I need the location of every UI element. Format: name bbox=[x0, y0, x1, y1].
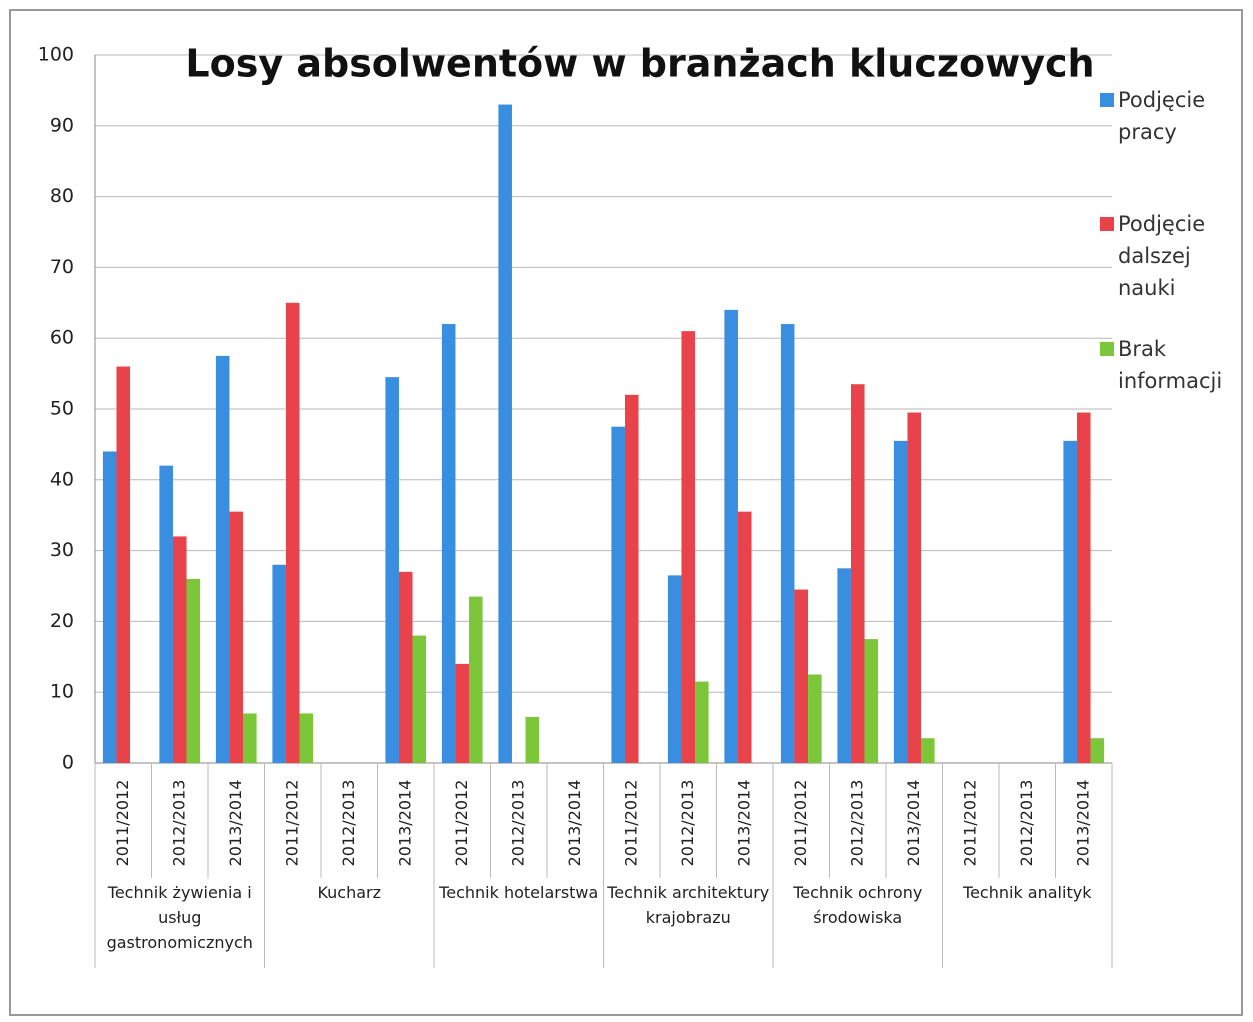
y-tick-label: 0 bbox=[62, 752, 74, 774]
group-label-box: Technik ochrony środowiska bbox=[793, 883, 923, 927]
bar bbox=[272, 564, 286, 763]
bar bbox=[611, 426, 625, 763]
bar bbox=[921, 738, 935, 763]
chart-title: Losy absolwentów w branżach kluczowych bbox=[185, 42, 1094, 86]
bar bbox=[1076, 412, 1091, 763]
y-tick-label: 10 bbox=[50, 681, 74, 703]
bar bbox=[172, 536, 187, 763]
x-tick-label: 2012/2013 bbox=[1017, 780, 1036, 867]
y-tick-label: 100 bbox=[38, 44, 74, 66]
x-tick-label: 2013/2014 bbox=[904, 780, 923, 867]
bar bbox=[695, 681, 709, 763]
bar bbox=[525, 716, 540, 763]
bar bbox=[455, 663, 470, 763]
x-tick-label: 2012/2013 bbox=[339, 780, 358, 867]
bar bbox=[186, 578, 201, 763]
legend-label-box: Podjęcie dalszej nauki bbox=[1118, 212, 1206, 300]
bar bbox=[794, 589, 809, 763]
bar bbox=[780, 324, 795, 763]
grid bbox=[94, 54, 1113, 968]
bars bbox=[102, 104, 1105, 763]
x-tick-label: 2011/2012 bbox=[621, 780, 640, 867]
bar bbox=[243, 713, 257, 763]
bar bbox=[215, 355, 230, 763]
x-tick-label: 2013/2014 bbox=[1073, 780, 1092, 867]
group-label-box: Technik żywienia i usług gastronomicznyc… bbox=[106, 883, 253, 952]
x-tick-label: 2012/2013 bbox=[169, 780, 188, 867]
bar bbox=[907, 412, 922, 763]
x-tick-label: 2011/2012 bbox=[960, 780, 979, 867]
bar bbox=[116, 366, 131, 763]
legend-label: Brak informacji bbox=[1118, 337, 1223, 393]
group-label-box: Technik hotelarstwa bbox=[439, 883, 599, 902]
legend-swatch bbox=[1100, 217, 1114, 231]
x-tick-label: 2011/2012 bbox=[452, 780, 471, 867]
y-tick-label: 40 bbox=[50, 468, 74, 490]
x-tick-label: 2013/2014 bbox=[565, 780, 584, 867]
bar bbox=[624, 394, 639, 763]
legend-swatch bbox=[1100, 342, 1114, 356]
group-label-box: Kucharz bbox=[317, 883, 382, 902]
bar bbox=[398, 571, 413, 763]
y-tick-label: 80 bbox=[50, 185, 74, 207]
x-tick-label: 2013/2014 bbox=[226, 780, 245, 867]
y-tick-label: 30 bbox=[50, 539, 74, 561]
y-tick-label: 60 bbox=[50, 327, 74, 349]
bar bbox=[299, 713, 314, 763]
bar bbox=[469, 596, 483, 763]
bar bbox=[102, 451, 117, 763]
bar bbox=[681, 331, 696, 763]
legend-label-box: Brak informacji bbox=[1118, 337, 1223, 393]
y-tick-label: 70 bbox=[50, 256, 74, 278]
x-tick-label: 2011/2012 bbox=[282, 780, 301, 867]
legend-label: Podjęcie dalszej nauki bbox=[1118, 212, 1206, 300]
bar bbox=[724, 309, 738, 763]
y-tick-label: 50 bbox=[50, 398, 74, 420]
bar bbox=[285, 302, 300, 763]
legend-swatch bbox=[1100, 93, 1114, 107]
group-label: Technik żywienia i usług gastronomicznyc… bbox=[106, 883, 253, 952]
bar bbox=[893, 440, 908, 763]
bar bbox=[229, 511, 244, 763]
group-label-box: Technik architektury krajobrazu bbox=[607, 883, 770, 927]
bar bbox=[412, 635, 427, 763]
bar bbox=[837, 568, 851, 763]
y-tick-label: 20 bbox=[50, 610, 74, 632]
x-tick-label: 2013/2014 bbox=[395, 780, 414, 867]
legend-label: Podjęcie pracy bbox=[1118, 88, 1206, 144]
x-tick-label: 2012/2013 bbox=[678, 780, 697, 867]
legend-label-box: Podjęcie pracy bbox=[1118, 88, 1206, 144]
bar bbox=[159, 465, 173, 763]
bar bbox=[864, 639, 879, 763]
group-label: Kucharz bbox=[317, 883, 382, 902]
bar bbox=[667, 575, 682, 763]
group-label: Technik ochrony środowiska bbox=[793, 883, 923, 927]
bar bbox=[850, 384, 865, 763]
x-tick-label: 2012/2013 bbox=[508, 780, 527, 867]
group-label: Technik hotelarstwa bbox=[439, 883, 599, 902]
y-tick-label: 90 bbox=[50, 114, 74, 136]
bar bbox=[1063, 440, 1077, 763]
x-tick-label: 2013/2014 bbox=[734, 780, 753, 867]
bar bbox=[737, 511, 752, 763]
group-label: Technik analityk bbox=[963, 883, 1092, 902]
group-label-box: Technik analityk bbox=[963, 883, 1092, 902]
bar bbox=[385, 377, 399, 763]
bar bbox=[441, 324, 456, 763]
bar bbox=[498, 104, 512, 763]
group-label: Technik architektury krajobrazu bbox=[607, 883, 770, 927]
bar bbox=[808, 674, 822, 763]
bar bbox=[1090, 738, 1105, 763]
x-tick-label: 2011/2012 bbox=[113, 780, 132, 867]
x-tick-label: 2012/2013 bbox=[847, 780, 866, 867]
x-tick-label: 2011/2012 bbox=[791, 780, 810, 867]
